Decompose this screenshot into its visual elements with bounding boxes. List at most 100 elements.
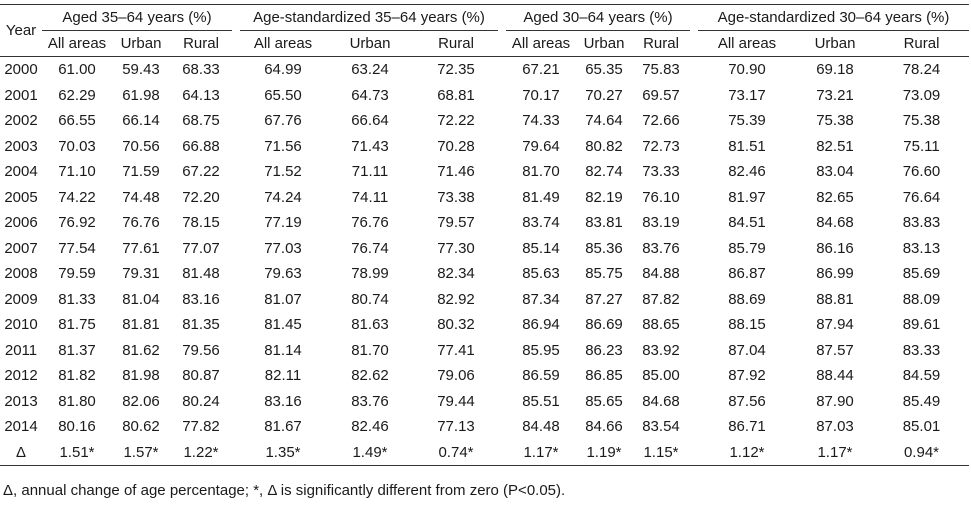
table-row: 2003 70.03 70.56 66.88 71.56 71.43 70.28 79.64 8… [0,134,969,160]
value-cell: 77.19 [264,214,302,232]
value-cell: 83.92 [642,341,680,359]
value-cell: 1.49* [326,439,414,466]
value-cell: 81.48 [182,265,220,283]
table-body: 2000 61.00 59.43 68.33 64.99 63.24 72.35 67.21 6… [0,57,969,466]
value-cell: 86.59 [522,367,560,385]
year-cell: 2005 [4,188,38,206]
table-row: 2009 81.33 81.04 83.16 81.07 80.74 82.92 87.34 8… [0,287,969,313]
year-cell: 2012 [4,367,38,385]
value-cell: 78.24 [902,61,941,79]
subheader: Urban [112,30,170,57]
value-cell: 81.62 [122,341,160,359]
column-spacer [498,414,506,440]
column-spacer [232,159,240,185]
value-cell: 88.81 [816,290,854,308]
value-cell: 76.10 [642,188,680,206]
value-cell: 83.13 [902,239,941,257]
value-cell: 70.90 [728,61,766,79]
value-cell: 86.87 [728,265,766,283]
value-cell: 88.15 [728,316,766,334]
value-cell: 82.46 [728,163,766,181]
year-cell: 2004 [4,163,38,181]
subheader: All areas [506,30,576,57]
subheader: All areas [240,30,326,57]
value-cell: 78.99 [351,265,389,283]
table-row: 2008 79.59 79.31 81.48 79.63 78.99 82.34 85.63 8… [0,261,969,287]
value-cell: 77.41 [437,341,475,359]
value-cell: 70.28 [437,137,475,155]
subheader: Urban [326,30,414,57]
value-cell: 82.11 [264,367,302,385]
value-cell: 1.12* [698,439,796,466]
value-cell: 87.34 [522,290,560,308]
value-cell: 79.44 [437,392,475,410]
value-cell: 81.45 [264,316,302,334]
column-spacer [498,389,506,415]
value-cell: 85.63 [522,265,560,283]
value-cell: 75.38 [902,112,941,130]
column-spacer [690,134,698,160]
value-cell: 81.70 [351,341,389,359]
value-cell: 87.03 [816,418,854,436]
value-cell: 80.74 [351,290,389,308]
year-cell: 2011 [4,341,38,359]
subheader: All areas [42,30,112,57]
value-cell: 66.55 [58,112,96,130]
value-cell: 74.11 [351,188,389,206]
year-cell: 2008 [4,265,38,283]
value-cell: 80.32 [437,316,475,334]
value-cell: 81.63 [351,316,389,334]
value-cell: 83.33 [902,341,941,359]
value-cell: 75.38 [816,112,854,130]
value-cell: 72.73 [642,137,680,155]
value-cell: 86.71 [728,418,766,436]
value-cell: 1.15* [632,439,690,466]
value-cell: 76.76 [122,214,160,232]
value-cell: 80.87 [182,367,220,385]
value-cell: 83.83 [902,214,941,232]
value-cell: 84.68 [642,392,680,410]
value-cell: 87.27 [585,290,623,308]
subheader: Rural [170,30,232,57]
value-cell: 85.51 [522,392,560,410]
value-cell: 83.76 [351,392,389,410]
subheader: Rural [414,30,498,57]
group-header-aged-35-64: Aged 35–64 years (%) [42,4,232,31]
value-cell: 65.50 [264,86,302,104]
value-cell: 68.33 [182,61,220,79]
value-cell: 63.24 [351,61,389,79]
value-cell: 74.24 [264,188,302,206]
value-cell: 72.35 [437,61,475,79]
value-cell: 83.16 [182,290,220,308]
value-cell: 84.88 [642,265,680,283]
value-cell: 67.76 [264,112,302,130]
value-cell: 59.43 [122,61,160,79]
value-cell: 71.43 [351,137,389,155]
value-cell: 87.92 [728,367,766,385]
value-cell: 89.61 [902,316,941,334]
column-spacer [498,57,506,83]
value-cell: 1.17* [796,439,874,466]
value-cell: 88.09 [902,290,941,308]
value-cell: 71.11 [351,163,389,181]
value-cell: 81.51 [728,137,766,155]
column-spacer [690,83,698,109]
value-cell: 85.00 [642,367,680,385]
value-cell: 0.74* [414,439,498,466]
value-cell: 73.33 [642,163,680,181]
table-row: 2013 81.80 82.06 80.24 83.16 83.76 79.44 85.51 8… [0,389,969,415]
value-cell: 81.98 [122,367,160,385]
value-cell: 87.04 [728,341,766,359]
value-cell: 87.57 [816,341,854,359]
value-cell: 77.61 [122,239,160,257]
value-cell: 85.36 [585,239,623,257]
column-spacer [690,287,698,313]
value-cell: 82.34 [437,265,475,283]
column-spacer [498,363,506,389]
value-cell: 81.97 [728,188,766,206]
value-cell: 77.07 [182,239,220,257]
value-cell: 86.23 [585,341,623,359]
value-cell: 66.88 [182,137,220,155]
value-cell: 79.63 [264,265,302,283]
value-cell: 73.17 [728,86,766,104]
